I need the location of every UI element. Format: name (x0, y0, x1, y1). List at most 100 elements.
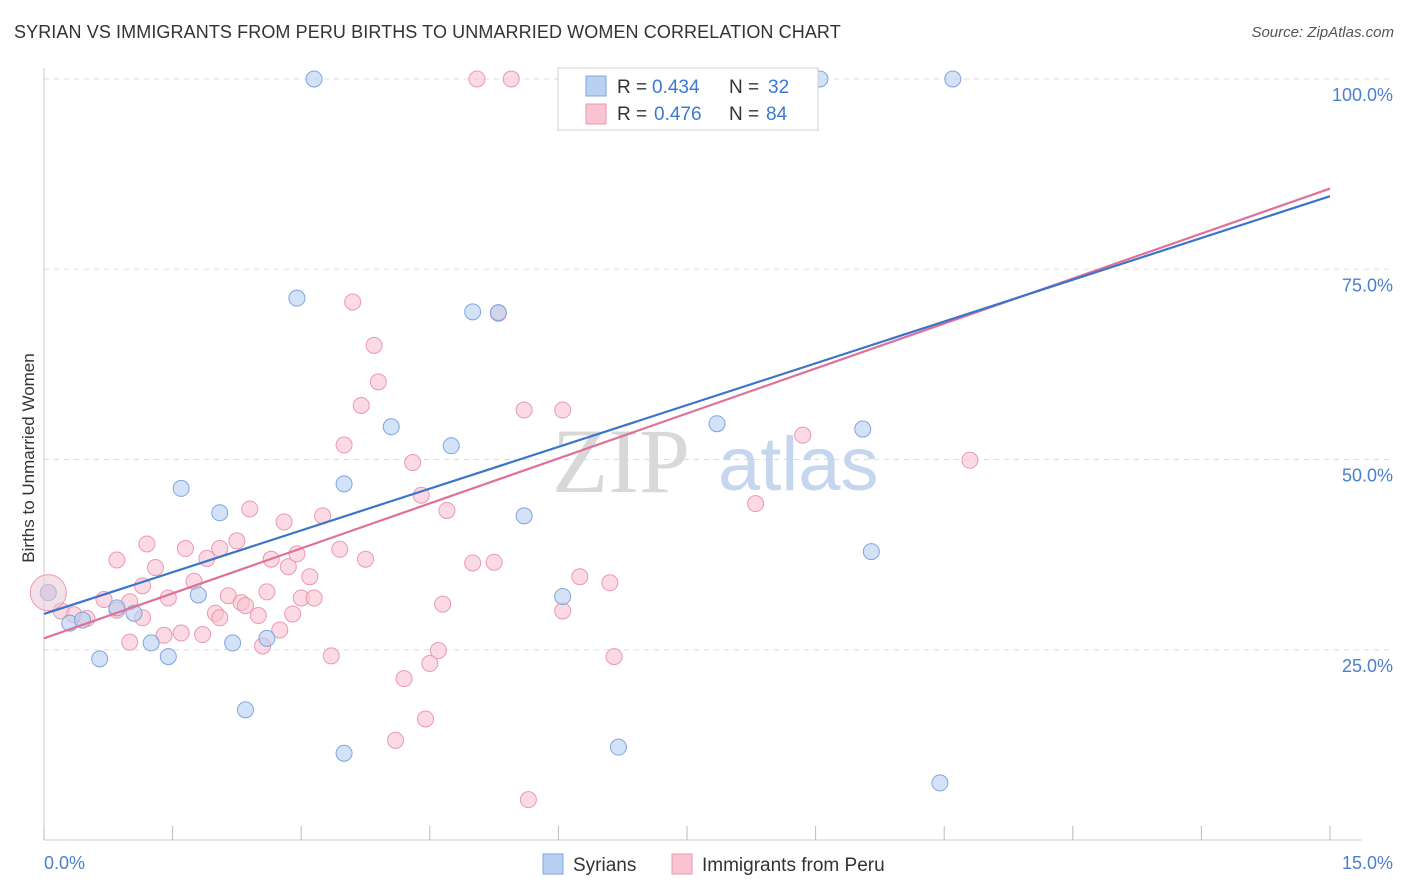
syrian-series-points (29, 70, 962, 792)
chart-title: SYRIAN VS IMMIGRANTS FROM PERU BIRTHS TO… (14, 22, 841, 42)
peru-point (464, 554, 482, 572)
peru-point (236, 597, 254, 615)
legend-n-value-peru: 84 (766, 104, 788, 125)
peru-point (395, 670, 413, 688)
syrian-trend-line (43, 195, 1331, 616)
peru-point (502, 70, 520, 88)
peru-point (747, 495, 765, 513)
peru-point (138, 535, 156, 553)
peru-point (241, 500, 259, 518)
peru-point (468, 70, 486, 88)
syrian-point (211, 504, 229, 522)
y-tick-label: 50.0% (1342, 466, 1393, 486)
peru-point (352, 396, 370, 414)
peru-point (284, 605, 302, 623)
syrian-point (862, 543, 880, 561)
bottom-legend-label-syrians: Syrians (573, 855, 636, 876)
x-tick-label-min: 0.0% (44, 853, 85, 873)
syrian-point (854, 420, 872, 438)
bottom-legend-swatch-peru (671, 853, 693, 875)
peru-point (434, 595, 452, 613)
y-tick-label: 100.0% (1332, 85, 1393, 105)
watermark-zip: ZIP (552, 410, 690, 512)
chart-source: Source: ZipAtlas.com (1251, 24, 1394, 41)
peru-point (571, 568, 589, 586)
peru-point (108, 551, 126, 569)
peru-point (961, 451, 979, 469)
legend-r-value-syrians: 0.434 (652, 77, 700, 98)
peru-point (305, 589, 323, 607)
peru-point (344, 293, 362, 311)
peru-point (421, 654, 439, 672)
series-legend: Syrians Immigrants from Peru (542, 853, 885, 876)
x-axis-ticks (43, 826, 1331, 840)
peru-point (288, 545, 306, 563)
peru-point (519, 791, 537, 809)
y-tick-label: 75.0% (1342, 275, 1393, 295)
stats-legend: R = 0.434 N = 32 R = 0.476 N = 84 (557, 67, 819, 131)
peru-point (301, 568, 319, 586)
syrian-point (189, 586, 207, 604)
peru-point (605, 648, 623, 666)
peru-point (172, 624, 190, 642)
peru-point (429, 642, 447, 660)
y-tick-label: 25.0% (1342, 656, 1393, 676)
peru-point (515, 401, 533, 419)
bottom-legend-swatch-syrians (542, 853, 564, 875)
syrian-point (931, 774, 949, 792)
syrian-point (335, 475, 353, 493)
peru-point (155, 626, 173, 644)
syrian-point (708, 415, 726, 433)
peru-point (271, 621, 289, 639)
legend-n-label-peru: N = (729, 104, 759, 125)
syrian-point (159, 648, 177, 666)
peru-trend-line (43, 187, 1331, 640)
syrian-point (554, 587, 572, 605)
peru-point (249, 607, 267, 625)
peru-point (194, 626, 212, 644)
syrian-point (224, 634, 242, 652)
legend-swatch-syrians (585, 75, 607, 97)
legend-n-label-syrians: N = (729, 77, 759, 98)
peru-point (365, 336, 383, 354)
syrian-point (442, 437, 460, 455)
peru-point (387, 731, 405, 749)
legend-r-value-peru: 0.476 (654, 104, 702, 125)
x-tick-label-max: 15.0% (1342, 853, 1393, 873)
syrian-point (288, 289, 306, 307)
legend-r-label-syrians: R = (617, 77, 647, 98)
peru-point (554, 401, 572, 419)
peru-point (134, 577, 152, 595)
bottom-legend-label-peru: Immigrants from Peru (702, 855, 885, 876)
syrian-point (489, 304, 507, 322)
peru-point (176, 540, 194, 558)
peru-point (275, 513, 293, 531)
y-axis-tick-labels: 25.0% 50.0% 75.0% 100.0% (1332, 85, 1393, 676)
syrian-point (91, 650, 109, 668)
syrian-point (464, 303, 482, 321)
syrian-point (335, 744, 353, 762)
syrian-point (382, 418, 400, 436)
peru-point (258, 583, 276, 601)
syrian-point (609, 738, 627, 756)
syrian-point (142, 634, 160, 652)
syrian-point (515, 507, 533, 525)
legend-n-value-syrians: 32 (768, 77, 789, 98)
syrian-point (944, 70, 962, 88)
peru-point (357, 550, 374, 568)
legend-r-label-peru: R = (617, 104, 647, 125)
syrian-point (236, 701, 254, 719)
syrian-point (305, 70, 323, 88)
peru-point (404, 454, 422, 472)
cluster-point (29, 574, 67, 612)
peru-point (331, 540, 349, 558)
legend-swatch-peru (585, 103, 607, 125)
peru-point (335, 436, 353, 454)
peru-point (228, 532, 246, 550)
syrian-point (172, 479, 190, 497)
peru-point (485, 553, 503, 571)
syrian-point (258, 629, 276, 647)
peru-point (279, 558, 297, 576)
peru-point (146, 559, 164, 577)
